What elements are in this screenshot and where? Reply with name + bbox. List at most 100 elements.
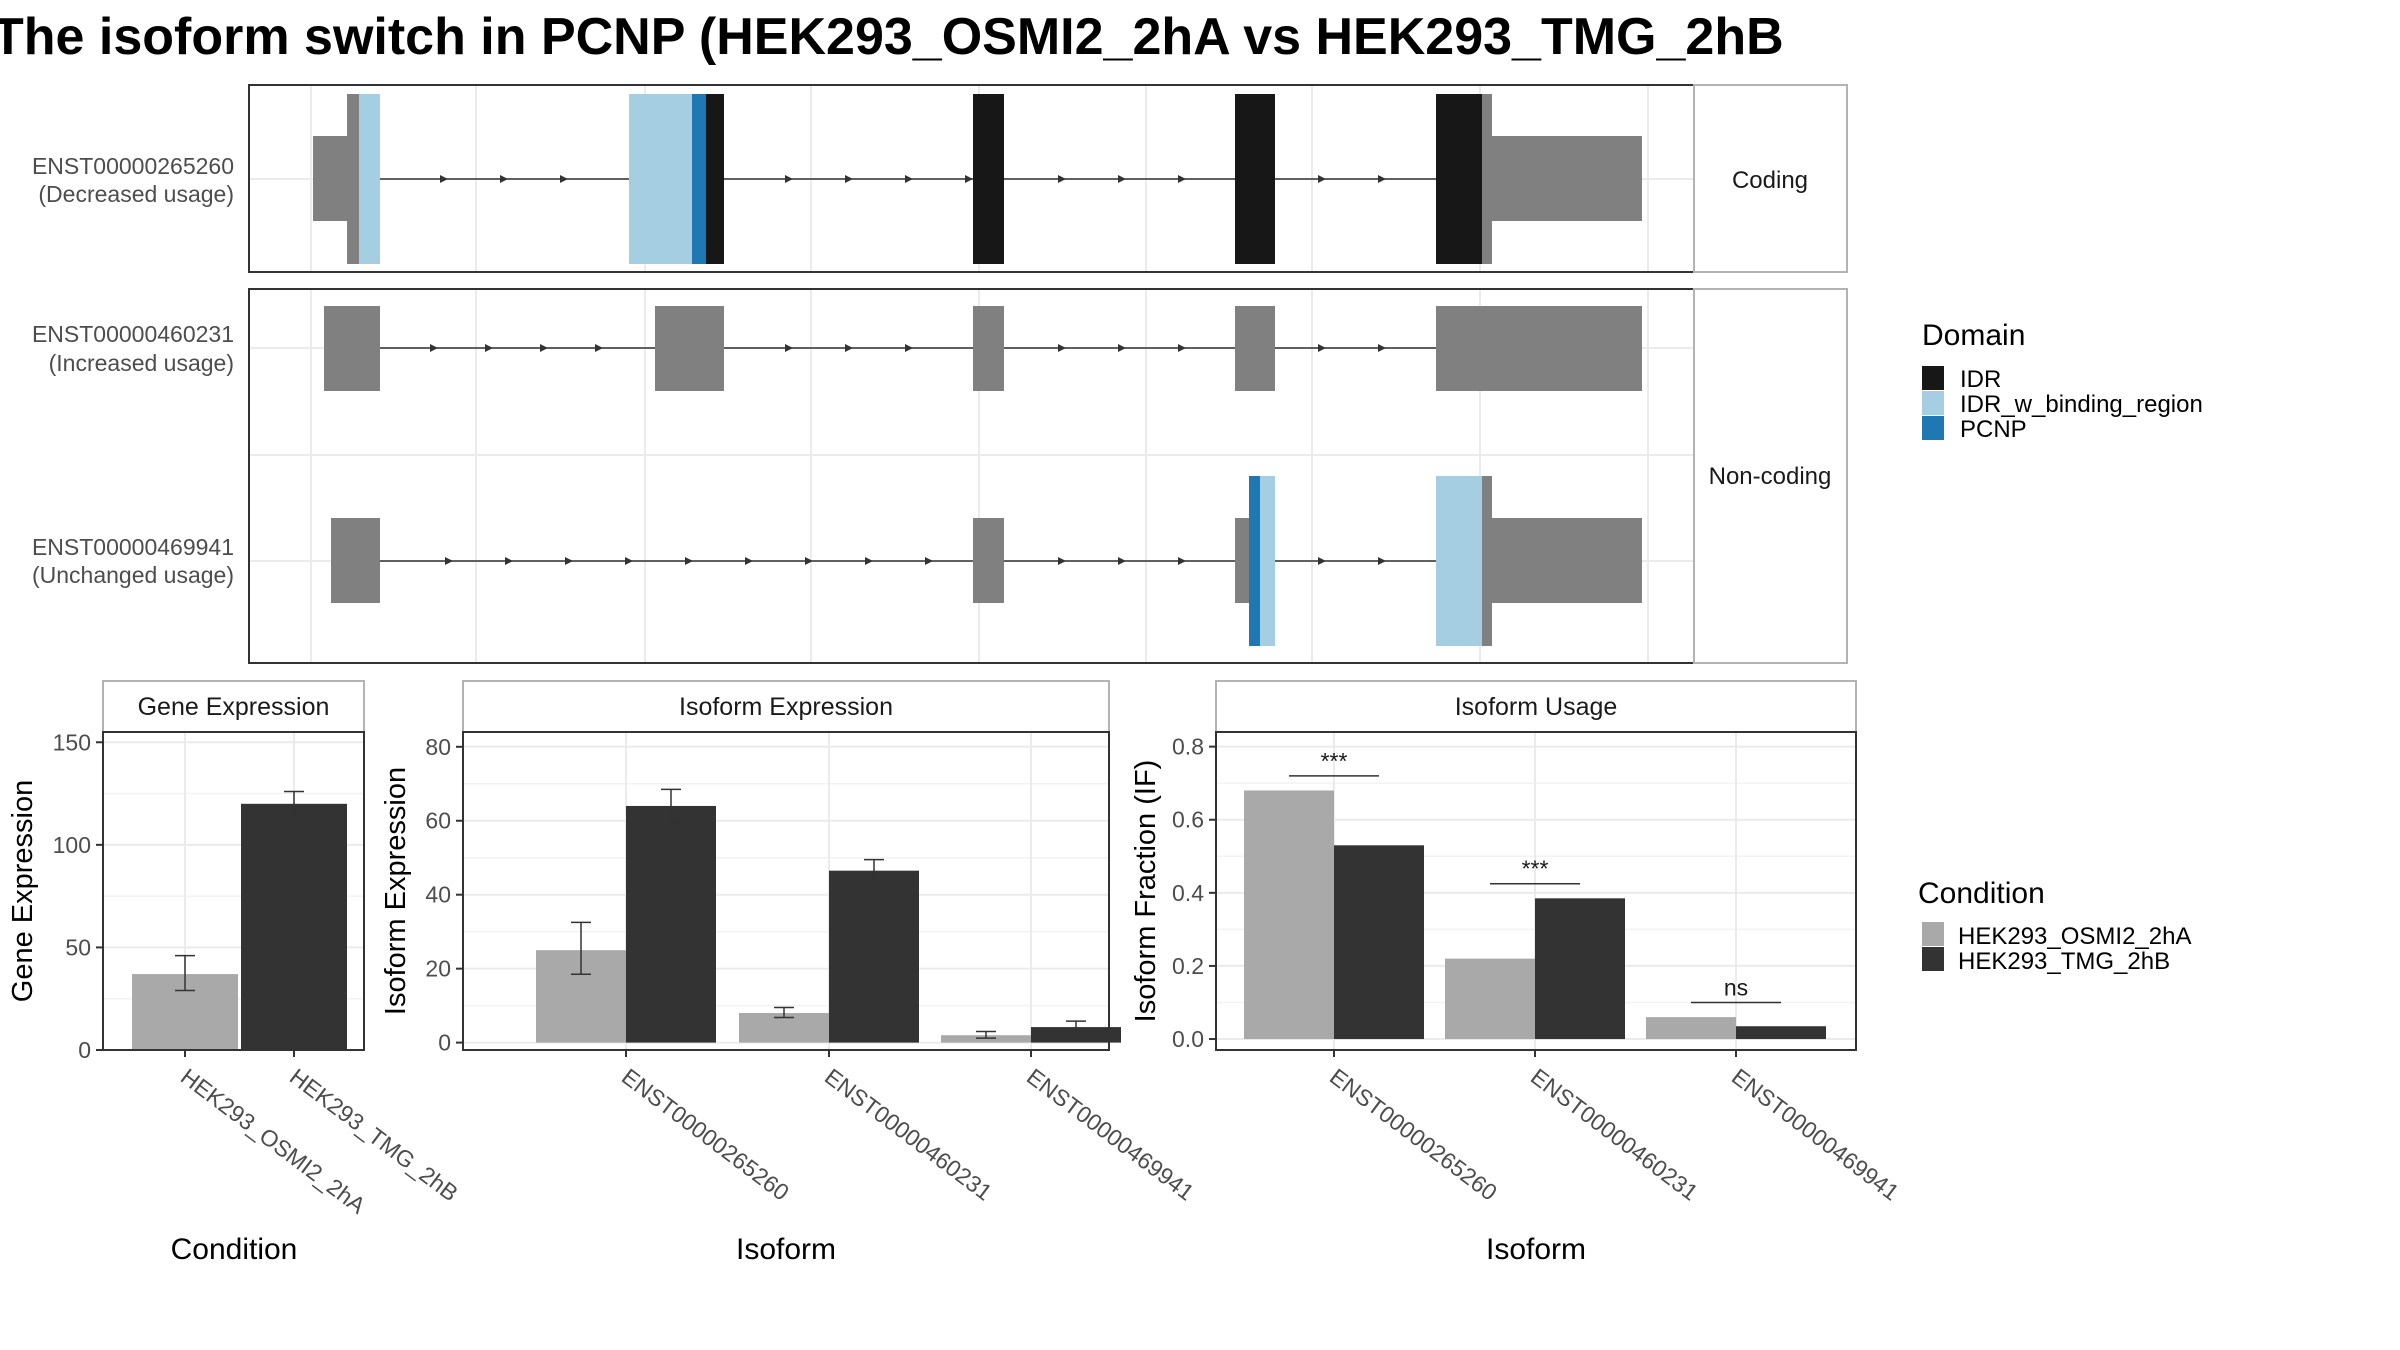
y-tick-label: 20 [425,956,451,982]
legend-key-cond-a [1922,922,1944,946]
significance-label: *** [1522,856,1549,882]
error-bar [284,790,304,817]
error-bar [175,954,195,992]
transcript-enst00000265260 [313,94,1642,264]
y-tick-label: 0.8 [1172,734,1204,760]
domain-idr [1436,94,1482,264]
exon-last [1482,476,1492,646]
error-bar [661,788,681,824]
significance-label: *** [1321,748,1348,774]
exon [655,306,724,391]
y-tick-label: 0.4 [1172,880,1204,906]
bar [241,803,347,1050]
exon-last [1482,94,1492,264]
chart-title: Isoform Expression [679,693,893,721]
y-tick-label: 0 [438,1030,451,1056]
exon [324,306,380,391]
y-tick-label: 60 [425,808,451,834]
exon [973,306,1004,391]
x-axis-title: Isoform [736,1233,836,1266]
bar [1736,1026,1826,1040]
x-tick-label: ENST00000469941 [1727,1063,1904,1205]
utr-exon-3prime [1492,136,1642,221]
error-bar [864,858,884,883]
y-axis-title: Gene Expression [7,780,39,1002]
bar [829,870,919,1043]
bar [1031,1027,1121,1043]
x-tick-label: ENST00000460231 [820,1063,997,1205]
domain-idr-w-binding-region [359,94,380,264]
x-axis-title: Condition [171,1233,298,1266]
legend-label-cond-b: HEK293_TMG_2hB [1958,948,2170,975]
bar [1244,790,1334,1040]
condition-legend: Condition HEK293_OSMI2_2hA HEK293_TMG_2h… [1918,877,2191,975]
exon [331,518,380,603]
chart-strip [462,680,1110,733]
exon-1 [347,94,360,264]
condition-legend-title: Condition [1918,877,2045,910]
isoform-label-usage: (Unchanged usage) [32,562,234,588]
x-axis-title: Isoform [1486,1233,1586,1266]
bar [1646,1017,1736,1040]
legend-label-idr: IDR [1960,366,2001,393]
isoform-label-usage: (Increased usage) [49,350,234,376]
domain-pcnp [1249,476,1260,646]
x-tick-label: ENST00000469941 [1022,1063,1199,1205]
y-tick-label: 150 [53,729,91,755]
utr-exon-5prime [313,136,348,221]
domain-pcnp [692,94,706,264]
chart-strip [1215,680,1857,733]
error-bar [774,1006,794,1019]
y-axis-title: Isoform Expression [380,767,412,1015]
domain-legend: Domain IDR IDR_w_binding_region PCNP [1922,319,2203,443]
utr-exon-3prime [1492,518,1642,603]
bar [1334,845,1424,1040]
legend-key-idr [1922,366,1944,390]
domain-idr [706,94,724,264]
y-tick-label: 0.6 [1172,807,1204,833]
noncoding-strip [1693,288,1848,664]
domain-idr-w-binding-region [1436,476,1482,646]
y-tick-label: 40 [425,882,451,908]
exon [1436,306,1642,391]
exon [1235,306,1275,391]
domain-legend-title: Domain [1922,319,2025,352]
chart-title: Gene Expression [138,693,330,721]
y-tick-label: 50 [65,934,91,960]
intron-arrows [445,557,1386,565]
x-tick-label: ENST00000265260 [1325,1063,1502,1205]
legend-key-pcnp [1922,416,1944,440]
exon [973,518,1004,603]
error-bar [976,1030,996,1039]
plot-border [102,731,365,1051]
domain-idr [1235,94,1275,264]
x-tick-label: HEK293_OSMI2_2hA [176,1063,371,1219]
isoform-label-id: ENST00000469941 [32,534,234,560]
coding-strip [1693,84,1848,273]
transcript-enst00000469941 [331,476,1642,646]
y-tick-label: 0 [78,1037,91,1063]
x-tick-label: ENST00000265260 [617,1063,794,1205]
y-tick-label: 100 [53,832,91,858]
coding-strip-label: Coding [1732,167,1808,194]
intron-arrows [430,344,1386,352]
intron-arrows [440,175,1386,183]
y-tick-label: 0.2 [1172,953,1204,979]
structure-section: Coding ENST00000265260 (Decreased usage) [32,84,2203,664]
bar [1445,958,1535,1040]
y-axis-title: Isoform Fraction (IF) [1130,760,1162,1023]
legend-key-idr-w-binding-region [1922,391,1944,415]
bar [626,805,716,1043]
isoform-label-id: ENST00000460231 [32,321,234,347]
y-tick-label: 0.0 [1172,1026,1204,1052]
error-bar [571,921,591,975]
isoform-label-usage: (Decreased usage) [38,181,234,207]
figure-title: The isoform switch in PCNP (HEK293_OSMI2… [0,8,1784,66]
transcript-enst00000460231 [324,306,1642,391]
legend-label-pcnp: PCNP [1960,416,2027,443]
y-tick-label: 80 [425,734,451,760]
chart-title: Isoform Usage [1455,693,1618,721]
error-bar [1066,1020,1086,1033]
legend-key-cond-b [1922,947,1944,971]
